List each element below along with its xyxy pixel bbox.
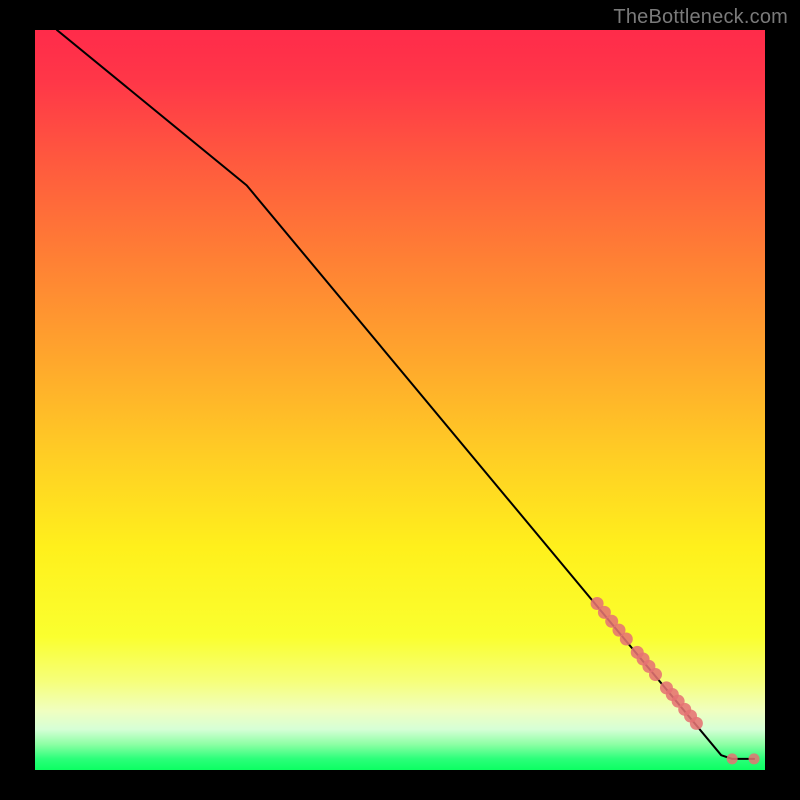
data-point [690,717,703,730]
curve-path [57,30,754,759]
chart-overlay-svg [35,30,765,770]
plot-area [35,30,765,770]
data-point [727,753,738,764]
watermark-text: TheBottleneck.com [613,6,788,29]
scatter-cluster [591,597,703,730]
data-point [649,668,662,681]
chart-stage: TheBottleneck.com [0,0,800,800]
data-point [620,633,633,646]
data-point [749,753,760,764]
